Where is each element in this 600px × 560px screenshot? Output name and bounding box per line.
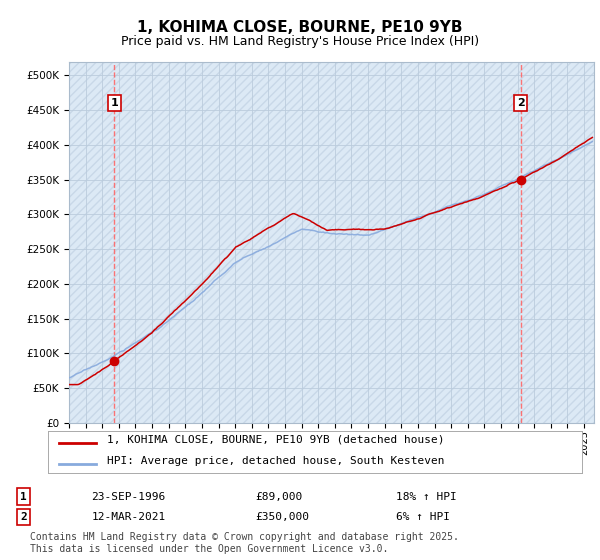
Text: 1: 1 <box>110 98 118 108</box>
Text: 12-MAR-2021: 12-MAR-2021 <box>91 512 166 522</box>
Text: This data is licensed under the Open Government Licence v3.0.: This data is licensed under the Open Gov… <box>30 544 388 554</box>
Text: 1, KOHIMA CLOSE, BOURNE, PE10 9YB (detached house): 1, KOHIMA CLOSE, BOURNE, PE10 9YB (detac… <box>107 435 444 445</box>
Text: £89,000: £89,000 <box>255 492 302 502</box>
Text: 6% ↑ HPI: 6% ↑ HPI <box>396 512 450 522</box>
Text: 1, KOHIMA CLOSE, BOURNE, PE10 9YB: 1, KOHIMA CLOSE, BOURNE, PE10 9YB <box>137 20 463 35</box>
Text: Price paid vs. HM Land Registry's House Price Index (HPI): Price paid vs. HM Land Registry's House … <box>121 35 479 48</box>
Text: 2: 2 <box>517 98 524 108</box>
Text: 23-SEP-1996: 23-SEP-1996 <box>91 492 166 502</box>
Text: Contains HM Land Registry data © Crown copyright and database right 2025.: Contains HM Land Registry data © Crown c… <box>30 531 459 542</box>
Text: 1: 1 <box>20 492 27 502</box>
Text: £350,000: £350,000 <box>255 512 309 522</box>
Text: 18% ↑ HPI: 18% ↑ HPI <box>396 492 457 502</box>
Text: HPI: Average price, detached house, South Kesteven: HPI: Average price, detached house, Sout… <box>107 456 444 466</box>
Text: 2: 2 <box>20 512 27 522</box>
